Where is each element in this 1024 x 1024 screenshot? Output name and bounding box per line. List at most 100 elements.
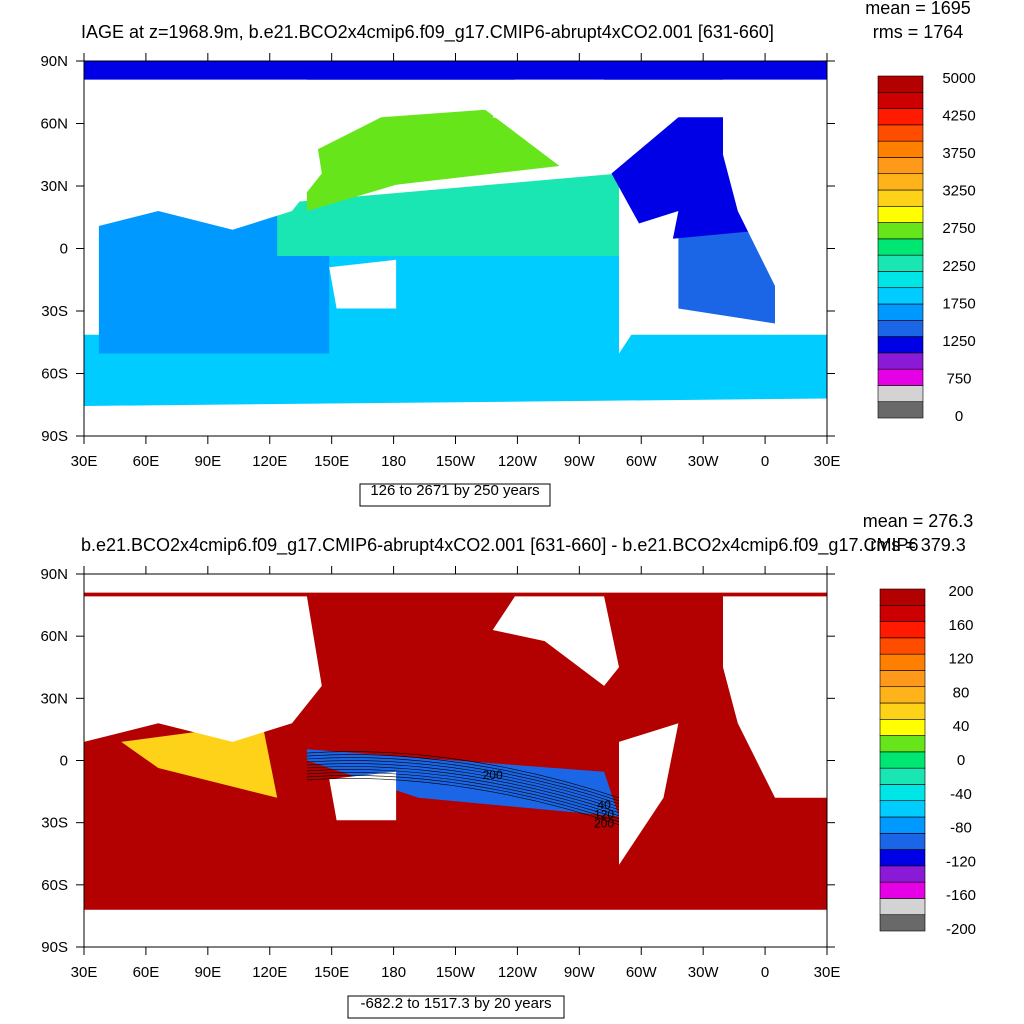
land-mass-1 bbox=[84, 79, 322, 230]
subtitle-box bbox=[347, 995, 565, 1019]
y-tick-label: 60N bbox=[40, 628, 68, 645]
colorbar-swatch bbox=[877, 336, 924, 354]
colorbar-label: -200 bbox=[946, 921, 976, 938]
colorbar-label: 5000 bbox=[942, 70, 975, 87]
colorbar-swatch bbox=[879, 865, 926, 883]
colorbar-swatch bbox=[879, 784, 926, 802]
x-tick-label: 90W bbox=[564, 453, 596, 470]
x-tick-label: 30W bbox=[688, 964, 720, 981]
colorbar-swatch bbox=[879, 751, 926, 769]
y-tick-label: 30N bbox=[40, 690, 68, 707]
plot-stat: rms = 1764 bbox=[873, 22, 964, 42]
plot-stat: mean = 276.3 bbox=[863, 511, 974, 531]
x-tick-label: 30W bbox=[688, 453, 720, 470]
y-tick-label: 30N bbox=[40, 178, 68, 195]
y-tick-label: 60S bbox=[41, 877, 68, 894]
x-tick-label: 60W bbox=[626, 453, 658, 470]
y-tick-label: 0 bbox=[60, 241, 68, 258]
plot-subtitle: -682.2 to 1517.3 by 20 years bbox=[361, 995, 552, 1012]
y-tick-label: 60N bbox=[40, 116, 68, 133]
region-indian-anomaly bbox=[121, 723, 278, 798]
ocean-field bbox=[84, 61, 827, 436]
contour-line bbox=[306, 754, 620, 802]
land-mass-4 bbox=[723, 79, 827, 286]
land-mass-4 bbox=[723, 596, 827, 798]
colorbar-label: 2750 bbox=[942, 220, 975, 237]
colorbar-swatch bbox=[879, 735, 926, 753]
x-tick-label: 0 bbox=[761, 964, 769, 981]
x-tick-label: 120W bbox=[498, 453, 538, 470]
colorbar-swatch bbox=[879, 621, 926, 639]
contour-line bbox=[306, 778, 620, 825]
plot-title: b.e21.BCO2x4cmip6.f09_g17.CMIP6-abrupt4x… bbox=[81, 535, 918, 556]
colorbar-swatch bbox=[879, 604, 926, 622]
y-tick-label: 0 bbox=[60, 753, 68, 770]
plot-title: IAGE at z=1968.9m, b.e21.BCO2x4cmip6.f09… bbox=[81, 22, 774, 43]
plot-stat: rms = 379.3 bbox=[870, 535, 966, 555]
x-tick-label: 60E bbox=[133, 964, 160, 981]
contour-line bbox=[306, 772, 620, 819]
x-tick-label: 120W bbox=[498, 964, 538, 981]
colorbar-label: -120 bbox=[946, 853, 976, 870]
x-tick-label: 30E bbox=[71, 964, 98, 981]
contour-line bbox=[306, 766, 620, 814]
land-mass-2 bbox=[492, 79, 619, 174]
contour-line bbox=[306, 763, 620, 811]
colorbar-label: 3750 bbox=[942, 145, 975, 162]
colorbar-label: 80 bbox=[953, 684, 970, 701]
contour-label: 120 bbox=[594, 807, 614, 821]
x-tick-label: 150E bbox=[314, 964, 349, 981]
land-mass-3 bbox=[619, 211, 679, 354]
colorbar-swatch bbox=[877, 271, 924, 289]
x-tick-label: 120E bbox=[252, 964, 287, 981]
colorbar-label: 750 bbox=[946, 370, 971, 387]
colorbar-swatch bbox=[877, 352, 924, 370]
colorbar-label: 4250 bbox=[942, 108, 975, 125]
colorbar-swatch bbox=[877, 401, 924, 419]
x-tick-label: 30E bbox=[814, 453, 841, 470]
region-south-pacific bbox=[329, 229, 619, 354]
colorbar-swatch bbox=[879, 914, 926, 932]
colorbar-swatch bbox=[879, 588, 926, 606]
x-tick-label: 30E bbox=[814, 964, 841, 981]
contour-line bbox=[306, 769, 620, 816]
region-arctic bbox=[84, 61, 827, 80]
contour-label: 200 bbox=[594, 817, 614, 831]
x-tick-label: 90E bbox=[194, 964, 221, 981]
subtitle-box bbox=[359, 483, 551, 507]
colorbar-label: 200 bbox=[948, 583, 973, 600]
y-tick-label: 30S bbox=[41, 815, 68, 832]
colorbar-swatch bbox=[879, 702, 926, 720]
x-tick-label: 120E bbox=[252, 453, 287, 470]
x-tick-label: 150W bbox=[436, 453, 476, 470]
contour-line bbox=[306, 757, 620, 805]
colorbar-swatch bbox=[879, 670, 926, 688]
colorbar-swatch bbox=[877, 124, 924, 142]
land-mass-2 bbox=[492, 596, 619, 686]
x-tick-label: 150W bbox=[436, 964, 476, 981]
colorbar-swatch bbox=[877, 303, 924, 321]
colorbar-label: 3250 bbox=[942, 183, 975, 200]
contour-line bbox=[306, 775, 620, 822]
y-tick-label: 90N bbox=[40, 566, 68, 583]
contour-line bbox=[306, 760, 620, 808]
colorbar-label: 160 bbox=[948, 617, 973, 634]
x-tick-label: 30E bbox=[71, 453, 98, 470]
contour-line bbox=[306, 751, 620, 799]
plot-stat: mean = 1695 bbox=[865, 0, 971, 18]
colorbar-label: 120 bbox=[948, 651, 973, 668]
colorbar-swatch bbox=[879, 637, 926, 655]
colorbar-swatch bbox=[877, 157, 924, 175]
colorbar-swatch bbox=[877, 222, 924, 240]
colorbar-label: -160 bbox=[946, 887, 976, 904]
x-tick-label: 180 bbox=[381, 964, 406, 981]
colorbar-swatch bbox=[879, 653, 926, 671]
x-tick-label: 60E bbox=[133, 453, 160, 470]
colorbar-label: -80 bbox=[950, 820, 972, 837]
colorbar-label: 0 bbox=[957, 752, 965, 769]
colorbar-label: 1750 bbox=[942, 295, 975, 312]
x-tick-label: 90E bbox=[194, 453, 221, 470]
colorbar-swatch bbox=[877, 75, 924, 93]
